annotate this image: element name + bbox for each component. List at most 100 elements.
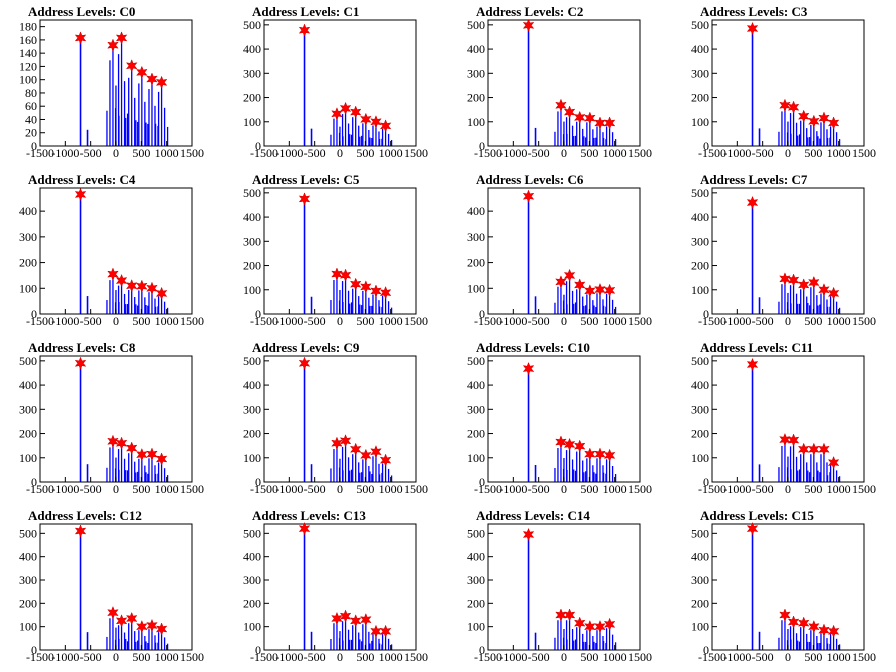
x-tick-label: -1500	[698, 650, 726, 664]
x-tick-label: 0	[113, 314, 119, 328]
x-tick-label: -1000	[275, 146, 303, 160]
histogram-series	[527, 368, 617, 482]
peak-marker	[379, 119, 392, 133]
y-tick-label: 300	[19, 230, 37, 244]
peak-marker	[379, 453, 392, 467]
y-tick-label: 200	[19, 256, 37, 270]
x-tick-label: -1500	[250, 650, 278, 664]
peak-marker	[746, 195, 759, 210]
peak-marker	[563, 608, 576, 622]
peak-markers	[74, 524, 168, 636]
x-tick-label: 500	[356, 146, 374, 160]
chart-title: Address Levels: C4	[28, 172, 136, 187]
y-tick-label: 100	[691, 115, 709, 129]
x-tick-label: -500	[304, 146, 326, 160]
x-tick-label: 500	[356, 314, 374, 328]
chart-title: Address Levels: C5	[252, 172, 360, 187]
histogram-series	[527, 534, 617, 650]
peak-marker	[818, 442, 830, 456]
peak-markers	[522, 527, 616, 634]
x-tick-label: 0	[561, 482, 567, 496]
peak-marker	[115, 614, 128, 628]
chart-panel: Address Levels: C4 0 100 200 300 400 -1500 -100…	[0, 168, 224, 336]
y-tick-label: 0	[255, 139, 261, 153]
x-tick-label: 1000	[379, 650, 403, 664]
peak-marker	[74, 356, 87, 370]
peak-marker	[797, 442, 810, 456]
y-tick-label: 500	[691, 354, 709, 368]
chart-svg: 0 100 200 300 400 500 -1500-1000 -500 0 500 1000 15…	[467, 18, 652, 160]
y-tick-label: 300	[243, 573, 261, 587]
peak-marker	[818, 623, 830, 637]
y-tick-label: 0	[703, 139, 709, 153]
x-tick-label: 0	[113, 482, 119, 496]
x-tick-label: -1000	[723, 650, 751, 664]
x-tick-label: 1000	[827, 650, 851, 664]
y-tick-label: 400	[467, 42, 485, 56]
y-tick-label: 200	[691, 596, 709, 610]
x-tick-label: -500	[752, 314, 774, 328]
peak-marker	[555, 275, 567, 289]
y-tick-label: 100	[243, 620, 261, 634]
peak-marker	[360, 112, 372, 127]
peak-marker	[555, 98, 567, 112]
peak-markers	[746, 357, 840, 470]
chart-panel: Address Levels: C5 0 100 200 300 400 500 -1500-…	[224, 168, 448, 336]
x-tick-label: 1500	[628, 482, 652, 496]
x-tick-label: -1500	[474, 314, 502, 328]
peak-marker	[349, 105, 362, 119]
x-tick-label: 500	[356, 482, 374, 496]
peak-marker	[779, 98, 791, 112]
chart-panel: Address Levels: C3 0 100 200 300 400 500 -1500-…	[672, 0, 896, 168]
x-tick-label: -500	[80, 650, 102, 664]
x-tick-label: -500	[752, 146, 774, 160]
histogram-series	[79, 363, 169, 482]
peak-marker	[584, 111, 596, 125]
peak-marker	[115, 436, 128, 450]
peak-marker	[360, 448, 372, 463]
x-tick-label: -500	[528, 146, 550, 160]
peak-markers	[522, 18, 616, 130]
x-tick-label: 0	[113, 146, 119, 160]
peak-marker	[563, 437, 576, 452]
histogram-series	[79, 37, 169, 146]
chart-panel: Address Levels: C1 0 100 200 300 400 500 -1500-…	[224, 0, 448, 168]
x-tick-label: -500	[528, 314, 550, 328]
y-tick-label: 0	[255, 307, 261, 321]
x-tick-label: 500	[580, 482, 598, 496]
peak-marker	[797, 616, 810, 630]
y-tick-label: 500	[467, 354, 485, 368]
y-tick-label: 300	[691, 234, 709, 248]
peak-marker	[808, 275, 820, 290]
peak-markers	[746, 195, 840, 301]
peak-marker	[573, 616, 586, 630]
y-tick-label: 0	[703, 475, 709, 489]
x-tick-label: 0	[561, 314, 567, 328]
y-tick-label: 200	[243, 596, 261, 610]
x-tick-label: -1500	[474, 482, 502, 496]
peak-marker	[555, 435, 567, 449]
peak-markers	[74, 187, 168, 301]
x-tick-label: 1000	[379, 146, 403, 160]
peak-marker	[787, 100, 800, 114]
peak-marker	[74, 31, 87, 45]
x-tick-label: -1500	[250, 482, 278, 496]
peak-marker	[827, 624, 840, 639]
peak-marker	[136, 65, 148, 80]
peak-marker	[603, 617, 616, 632]
chart-panel: Address Levels: C15 0 100 200 300 400 500 -1500…	[672, 504, 896, 672]
x-tick-label: 0	[337, 482, 343, 496]
x-tick-label: 1500	[852, 314, 876, 328]
chart-svg: 0 100 200 300 400 500 -1500-1000 -500 0 500 1000 15…	[467, 354, 652, 496]
peak-marker	[115, 31, 128, 45]
plot-frame	[263, 523, 417, 651]
x-tick-label: -1000	[723, 314, 751, 328]
chart-svg: 0 100 200 300 400 500 -1500-1000 -500 0 500 1000 15…	[243, 521, 428, 664]
y-tick-label: 100	[19, 451, 37, 465]
y-tick-label: 500	[691, 186, 709, 200]
chart-svg: 0 100 200 300 400 -1500-1000 -500 0 500 1000 1500	[467, 187, 652, 328]
x-tick-label: 1000	[379, 482, 403, 496]
x-tick-label: 0	[785, 482, 791, 496]
x-tick-label: 1000	[603, 146, 627, 160]
